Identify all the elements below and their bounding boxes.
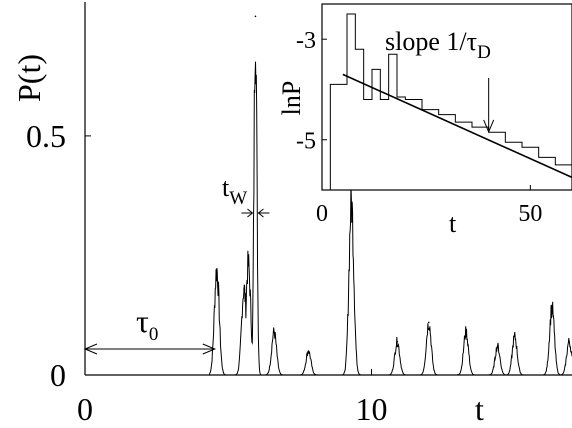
peak-point (350, 202, 353, 204)
inset-histogram (329, 13, 572, 190)
tau0-label: τ0 (136, 303, 158, 345)
main-xtick-label: 10 (355, 391, 387, 427)
tau0-arrowhead-left (83, 343, 98, 355)
main-ytick-label: 0.5 (26, 118, 66, 154)
peak-point (247, 264, 250, 266)
main-ytick-label: 0 (50, 357, 66, 393)
peak-point (551, 307, 553, 309)
tw-arrow-right (257, 208, 270, 218)
main-xtick-label: 0 (77, 391, 93, 427)
peak-point (513, 335, 516, 338)
peak-point (273, 331, 275, 333)
peak-point (215, 268, 218, 271)
main-ylabel: P(t) (11, 54, 47, 102)
tau0-arrowhead-right (202, 343, 217, 355)
peak-point (254, 15, 257, 18)
peak-point (496, 345, 499, 348)
inset-ytick-label: -3 (296, 28, 316, 54)
inset-ytick-label: -5 (296, 129, 316, 155)
peak-point (307, 350, 310, 352)
main-xlabel: t (475, 391, 484, 427)
peak-point (396, 340, 399, 343)
peak-point (427, 321, 430, 324)
peak-point (465, 331, 467, 333)
inset-xlabel: t (449, 209, 457, 238)
inset-fit-line (342, 73, 572, 179)
inset-xtick-label: 50 (518, 201, 542, 227)
peak-point (568, 340, 570, 343)
slope-arrowhead (483, 119, 495, 134)
tw-label: tW (222, 173, 247, 209)
inset-ylabel: lnP (277, 81, 306, 116)
inset-slope-label: slope 1/τD (385, 27, 491, 63)
inset-plot: 0 50 -3 -5 lnP t slope 1/τD (277, 3, 572, 238)
pdf-curve (85, 61, 572, 376)
tw-arrow-left (241, 208, 254, 218)
peak-point (243, 288, 245, 290)
inset-xtick-label: 0 (316, 201, 328, 227)
